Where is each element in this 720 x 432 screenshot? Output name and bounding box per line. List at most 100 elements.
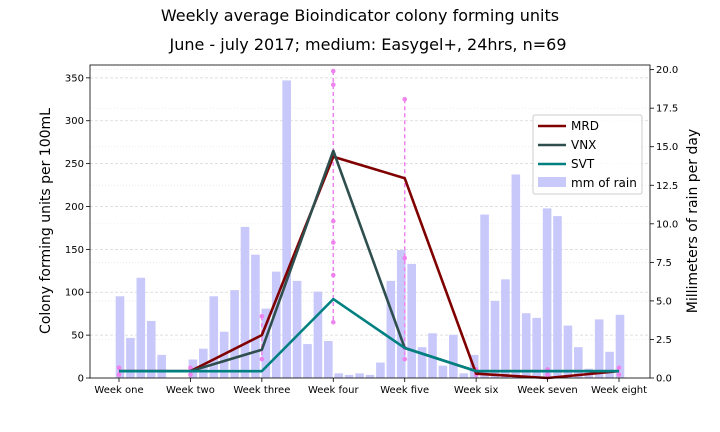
y-right-tick-label: 17.5 — [656, 104, 678, 115]
y-right-tick-label: 0.0 — [656, 374, 672, 385]
y-right-tick-label: 15.0 — [656, 142, 678, 153]
x-tick-label: Week four — [308, 385, 360, 396]
error-bar-marker — [616, 372, 622, 377]
rain-bar — [553, 216, 562, 378]
y-axis-right-label: Millimeters of rain per day — [685, 129, 701, 313]
y-left-tick-label: 50 — [71, 331, 84, 342]
rain-bar — [490, 300, 500, 378]
rain-bar — [344, 374, 354, 378]
rain-bar — [542, 208, 552, 378]
rain-bar — [313, 291, 323, 378]
rain-bar — [521, 313, 531, 378]
rain-bar — [209, 296, 219, 378]
rain-bar — [251, 254, 260, 378]
y-left-tick-label: 350 — [65, 73, 84, 84]
y-right-tick-label: 7.5 — [656, 258, 672, 269]
y-left-tick-label: 200 — [65, 202, 84, 213]
y-left-tick-label: 150 — [65, 245, 84, 256]
series-line-mrd — [119, 155, 620, 380]
legend-box — [532, 114, 643, 195]
legend-mrd-label: MRD — [571, 119, 599, 133]
chart-subtitle: June - july 2017; medium: Easygel+, 24hr… — [168, 35, 566, 54]
rain-bar — [282, 80, 291, 379]
y-left-tick-label: 300 — [65, 116, 84, 127]
rain-bar — [563, 325, 573, 378]
rain-bar — [480, 214, 489, 378]
rain-bar — [324, 340, 333, 378]
error-bar-marker — [402, 255, 408, 261]
x-tick-label: Week three — [233, 385, 290, 396]
series-line-svt — [119, 297, 619, 373]
legend: MRD VNX SVT mm of rain — [532, 114, 643, 195]
x-tick-label: Week one — [94, 385, 143, 396]
error-bar-marker — [402, 356, 408, 362]
error-bar-marker — [545, 372, 550, 377]
x-axis: Week one Week two Week three Week four Week … — [94, 378, 647, 396]
rain-bar — [438, 365, 448, 378]
series-lines — [119, 149, 620, 380]
y-axis-left-label: Colony forming units per 100mL — [38, 108, 54, 334]
rain-bar — [136, 277, 146, 378]
y-left-tick-label: 0 — [78, 374, 84, 385]
rain-bar — [261, 308, 271, 378]
error-bar-marker — [116, 372, 122, 377]
rain-bar — [376, 362, 385, 378]
legend-vnx-label: VNX — [571, 138, 596, 152]
y-axis-right: 0.0 2.5 5.0 7.5 10.0 12.5 15.0 17.5 20.0 — [650, 65, 678, 385]
error-bar-marker — [616, 365, 622, 371]
error-bar-marker — [188, 365, 193, 371]
error-bar-marker — [330, 240, 336, 245]
rain-bar — [459, 373, 469, 378]
error-bar-marker — [259, 356, 265, 362]
y-left-tick-label: 250 — [65, 159, 84, 170]
y-right-tick-label: 5.0 — [656, 296, 672, 307]
error-bar-marker — [330, 82, 336, 88]
rain-bar — [230, 290, 239, 378]
error-bar-marker — [330, 319, 336, 325]
rain-bar — [407, 263, 416, 378]
rain-bar — [615, 314, 625, 378]
rain-bar — [126, 337, 135, 378]
rain-bar — [115, 296, 125, 378]
x-tick-label: Week five — [380, 385, 429, 396]
rain-bar — [501, 279, 510, 378]
y-right-tick-label: 10.0 — [656, 219, 678, 230]
error-bar-marker — [330, 218, 336, 224]
rain-bar — [146, 320, 156, 378]
rain-bar — [303, 344, 312, 378]
rain-bar — [355, 373, 364, 378]
x-tick-label: Week seven — [517, 385, 577, 396]
error-bar-marker — [330, 272, 336, 278]
rain-bar — [605, 351, 614, 378]
y-left-tick-label: 100 — [65, 288, 84, 299]
legend-rain-label: mm of rain — [571, 176, 637, 190]
error-bar-marker — [330, 68, 336, 74]
error-bar-marker — [402, 97, 408, 102]
rain-bar — [240, 226, 250, 378]
rain-bar — [449, 334, 458, 378]
chart-title: Weekly average Bioindicator colony formi… — [161, 6, 559, 25]
rain-bar — [157, 354, 166, 378]
rain-bar — [417, 347, 427, 378]
rain-bar — [386, 280, 396, 378]
y-axis-left: 0 50 100 150 200 250 300 350 — [65, 73, 90, 385]
error-bar-marker — [116, 365, 122, 371]
error-bar-marker — [188, 372, 193, 377]
legend-svt-label: SVT — [571, 157, 595, 171]
x-tick-label: Week six — [454, 385, 499, 396]
rain-bar — [574, 347, 583, 378]
plot-frame — [89, 64, 651, 379]
y-right-tick-label: 2.5 — [656, 335, 672, 346]
x-tick-label: Week two — [166, 385, 215, 396]
rain-bar — [511, 174, 521, 378]
rain-bar — [271, 271, 281, 378]
y-right-tick-label: 20.0 — [656, 65, 678, 76]
x-tick-label: Week eight — [591, 385, 647, 396]
rain-bar — [334, 373, 344, 378]
rain-bar — [365, 374, 375, 378]
rain-bar — [292, 280, 302, 378]
legend-rain-swatch — [538, 177, 566, 187]
rain-bar — [594, 319, 604, 378]
rain-bar — [396, 250, 406, 378]
